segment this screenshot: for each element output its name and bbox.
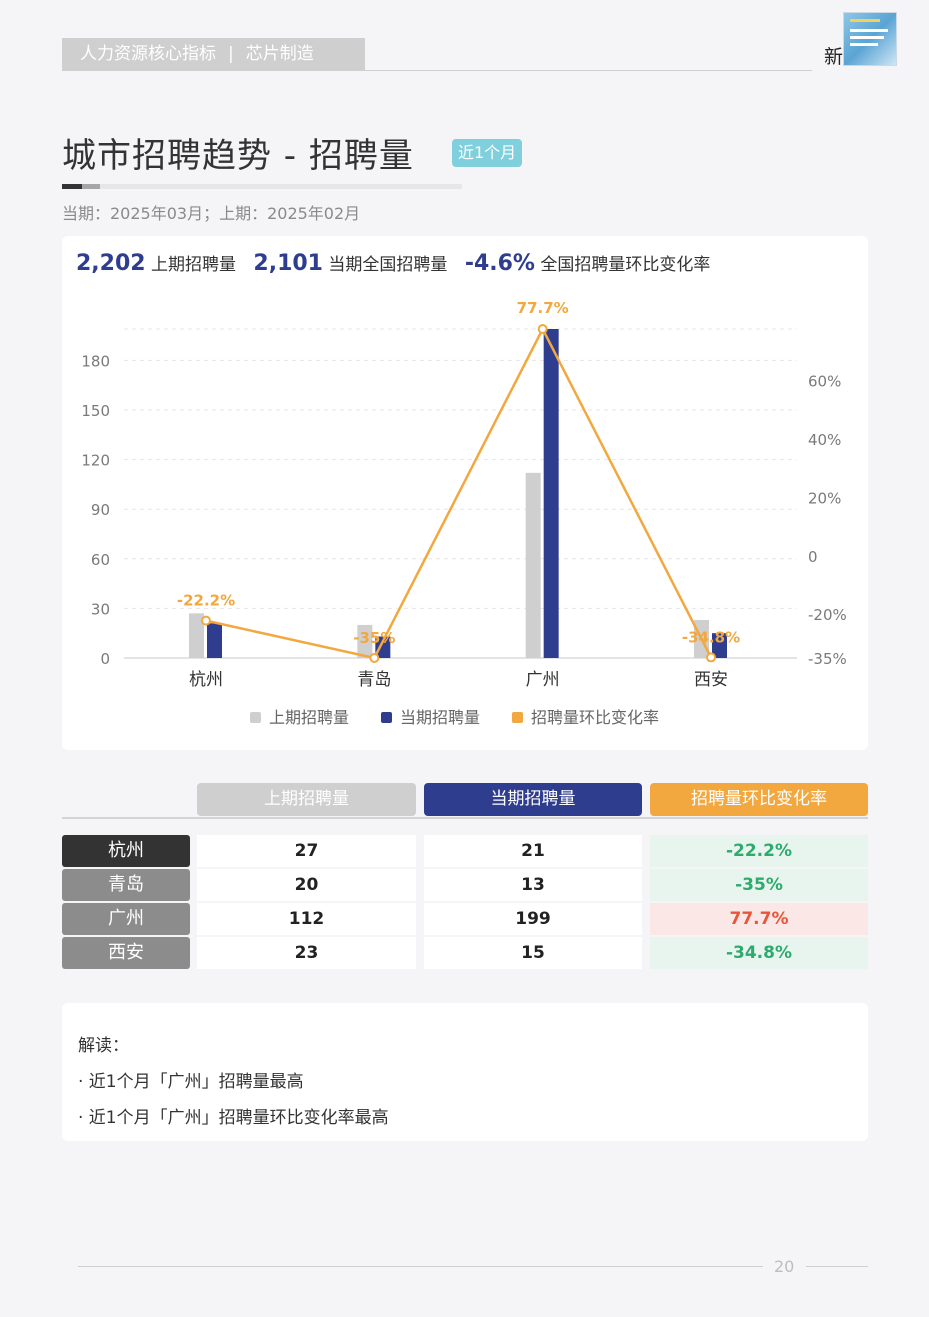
rate-data-label: 77.7% [517, 299, 569, 317]
rate-data-label: -22.2% [177, 592, 235, 610]
footer-divider [78, 1266, 763, 1267]
y-left-tick-label: 90 [91, 501, 110, 519]
table-header-prev: 上期招聘量 [197, 783, 416, 816]
x-tick-label: 杭州 [189, 670, 223, 690]
y-right-tick-label: 60% [808, 373, 841, 391]
row-city: 青岛 [62, 869, 190, 901]
y-left-tick-label: 150 [81, 402, 110, 420]
section-header: 人力资源核心指标 | 芯片制造 [62, 38, 365, 70]
combo-chart: 0 30 60 90 120 150 180 -35% -20% 0 20% 40% 60% 杭州 青岛 广州… [81, 299, 847, 727]
page-title: 城市招聘趋势 - 招聘量 [62, 136, 414, 176]
bar-cur [712, 633, 727, 658]
y-left-tick-label: 60 [91, 551, 110, 569]
report-cover-thumbnail [843, 12, 897, 66]
footer-divider [806, 1266, 868, 1267]
header-divider [62, 70, 812, 71]
legend-marker [381, 712, 392, 723]
y-left-tick-label: 180 [81, 352, 110, 370]
legend-marker [250, 712, 261, 723]
bar-prev [357, 624, 373, 658]
y-left-tick-label: 30 [91, 600, 110, 618]
kpi-rate-label: 全国招聘量环比变化率 [540, 255, 711, 275]
bar-prev [189, 613, 204, 658]
row-rate-value: -35% [650, 869, 868, 901]
y-right-tick-label: 40% [808, 431, 841, 449]
kpi-prev-value: 2,202 [76, 251, 146, 276]
rate-line [205, 326, 713, 660]
interpretation-point: · 近1个月「广州」招聘量环比变化率最高 [78, 1108, 389, 1128]
legend-label: 招聘量环比变化率 [531, 708, 659, 727]
industry-title: 芯片制造 [245, 44, 314, 64]
row-prev-value: 112 [197, 903, 416, 935]
kpi-rate-value: -4.6% [464, 251, 535, 276]
x-tick-label: 青岛 [357, 670, 391, 690]
kpi-prev-label: 上期招聘量 [151, 255, 236, 275]
row-cur-value: 13 [424, 869, 642, 901]
rate-point [706, 652, 716, 663]
row-prev-value: 20 [197, 869, 416, 901]
rate-point [201, 615, 211, 626]
row-city: 杭州 [62, 835, 190, 867]
row-cur-value: 21 [424, 835, 642, 867]
y-right-tick-label: 20% [808, 489, 841, 507]
row-rate-value: -22.2% [650, 835, 868, 867]
table-header-rate: 招聘量环比变化率 [650, 783, 868, 816]
bar-prev [525, 472, 541, 658]
kpi-cur-label: 当期全国招聘量 [328, 255, 448, 275]
row-city: 西安 [62, 937, 190, 969]
interpretation-card: 解读： · 近1个月「广州」招聘量最高 · 近1个月「广州」招聘量环比变化率最高 [62, 1003, 868, 1141]
page-number: 20 [774, 1257, 795, 1276]
legend-marker [512, 712, 523, 723]
title-underline [62, 184, 462, 189]
row-city: 广州 [62, 903, 190, 935]
y-right-tick-label: 0 [808, 548, 818, 566]
y-left-tick-label: 120 [81, 452, 110, 470]
row-cur-value: 15 [424, 937, 642, 969]
table-header-divider [62, 817, 868, 819]
legend-label: 上期招聘量 [269, 708, 349, 727]
period-badge: 近1个月 [452, 139, 523, 167]
row-prev-value: 23 [197, 937, 416, 969]
section-title: 人力资源核心指标 [80, 44, 216, 64]
row-rate-value: -34.8% [650, 937, 868, 969]
rate-data-label: -35% [353, 629, 395, 647]
y-left-tick-label: 0 [100, 650, 110, 668]
legend-label: 当期招聘量 [400, 708, 480, 727]
y-right-tick-label: -35% [808, 650, 847, 668]
row-rate-value: 77.7% [650, 903, 868, 935]
corner-text: 新 [824, 46, 844, 68]
row-cur-value: 199 [424, 903, 642, 935]
bar-cur [543, 329, 559, 658]
bar-cur [207, 623, 222, 658]
y-right-tick-label: -20% [808, 606, 847, 624]
x-tick-label: 西安 [694, 670, 728, 690]
rate-data-label: -34.8% [682, 628, 740, 646]
kpi-cur-value: 2,101 [253, 251, 323, 276]
x-tick-label: 广州 [526, 670, 560, 690]
header-separator: | [228, 44, 234, 64]
row-prev-value: 27 [197, 835, 416, 867]
rate-point [537, 324, 548, 334]
kpi-summary: 2,202 上期招聘量 2,101 当期全国招聘量 -4.6% 全国招聘量环比变… [76, 250, 710, 276]
bar-cur [375, 636, 391, 658]
interpretation-heading: 解读： [78, 1036, 129, 1056]
period-text: 当期：2025年03月；上期：2025年02月 [62, 204, 361, 223]
table-header-cur: 当期招聘量 [424, 783, 642, 816]
interpretation-point: · 近1个月「广州」招聘量最高 [78, 1072, 304, 1092]
rate-point [369, 653, 380, 663]
chart-card: 2,202 上期招聘量 2,101 当期全国招聘量 -4.6% 全国招聘量环比变… [62, 236, 868, 750]
